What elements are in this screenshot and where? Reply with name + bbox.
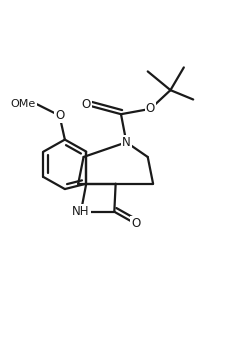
Text: O: O [146, 102, 155, 115]
Text: NH: NH [72, 205, 90, 218]
Text: N: N [122, 136, 131, 149]
Text: O: O [82, 98, 91, 111]
Text: O: O [55, 109, 64, 122]
Text: O: O [131, 217, 140, 230]
Text: OMe: OMe [11, 98, 36, 108]
